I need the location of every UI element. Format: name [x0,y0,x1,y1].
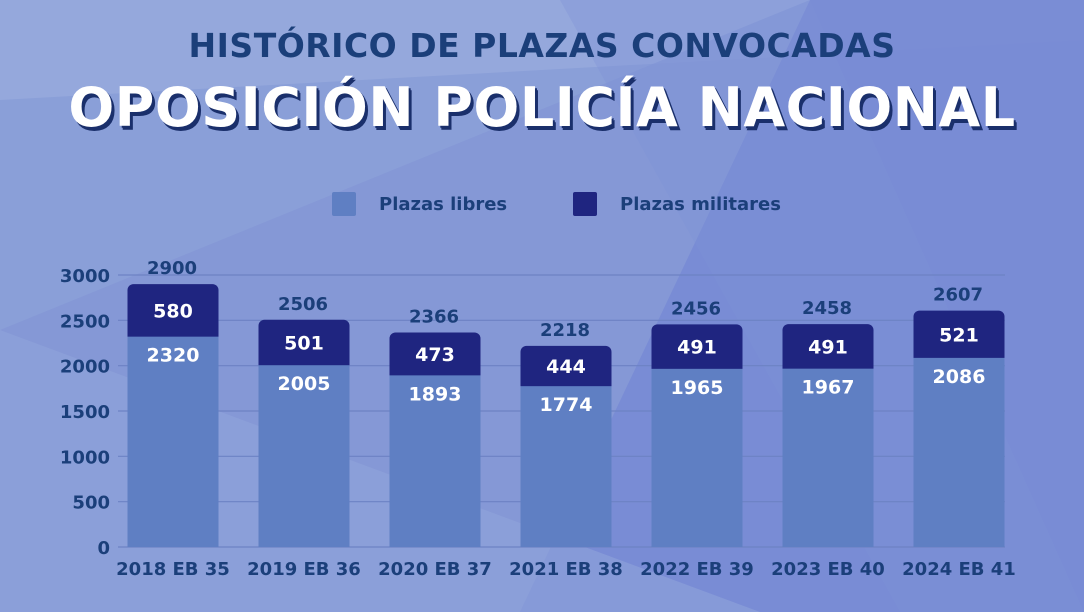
legend-item-plazas-libres: Plazas libres [332,191,507,217]
legend-swatch-militares [573,192,597,216]
bar-militares [389,332,481,384]
legend-swatch-libres [332,192,356,216]
bar-militares [651,324,743,377]
bar-libres [651,368,743,547]
bar-libres [782,368,874,547]
legend-label-militares: Plazas militares [620,193,781,215]
x-tick-label: 2020 EB 37 [378,559,492,580]
chart-subtitle: HISTÓRICO DE PLAZAS CONVOCADAS [188,26,896,65]
x-tick-label: 2024 EB 41 [902,559,1016,580]
data-label-total: 2607 [933,285,983,306]
x-tick-label: 2023 EB 40 [771,559,885,580]
x-tick-label: 2021 EB 38 [509,559,623,580]
data-label-total: 2458 [802,298,852,319]
data-label-total: 2506 [278,294,328,315]
bar-militares [520,345,612,395]
data-label-libres: 2086 [933,366,986,388]
data-label-libres: 1774 [540,394,593,416]
legend-label-libres: Plazas libres [379,193,508,215]
y-tick-label: 2000 [60,357,110,378]
data-label-libres: 1967 [802,377,855,399]
data-label-militares: 491 [677,337,717,359]
bar-militares [127,284,219,345]
data-label-total: 2900 [147,258,197,279]
y-tick-label: 1500 [60,402,110,423]
bar-libres [127,336,219,547]
data-label-militares: 501 [284,333,324,355]
data-label-libres: 1965 [671,377,724,399]
bar-libres [520,386,612,547]
data-label-libres: 1893 [409,383,462,405]
data-label-militares: 491 [808,336,848,358]
bar-libres [913,357,1005,547]
data-label-libres: 2005 [278,373,331,395]
bar-militares [782,324,874,377]
data-label-militares: 521 [939,324,979,346]
x-tick-label: 2022 EB 39 [640,559,754,580]
bar-libres [389,375,481,547]
data-label-libres: 2320 [147,345,200,367]
x-tick-label: 2018 EB 35 [116,559,230,580]
bar-militares [258,319,350,374]
data-label-total: 2366 [409,306,459,327]
bar-militares [913,310,1005,366]
legend-item-plazas-militares: Plazas militares [573,191,781,217]
data-label-militares: 473 [415,344,455,366]
y-tick-label: 3000 [60,266,110,287]
bar-libres [258,365,350,547]
chart-title: OPOSICIÓN POLICÍA NACIONAL [68,76,1016,139]
y-tick-label: 2500 [60,311,110,332]
y-tick-label: 1000 [60,447,110,468]
data-label-militares: 444 [546,356,586,378]
x-tick-label: 2019 EB 36 [247,559,361,580]
data-label-total: 2218 [540,320,590,341]
y-tick-label: 0 [97,538,110,559]
data-label-total: 2456 [671,298,721,319]
data-label-militares: 580 [153,300,193,322]
y-tick-label: 500 [72,493,110,514]
